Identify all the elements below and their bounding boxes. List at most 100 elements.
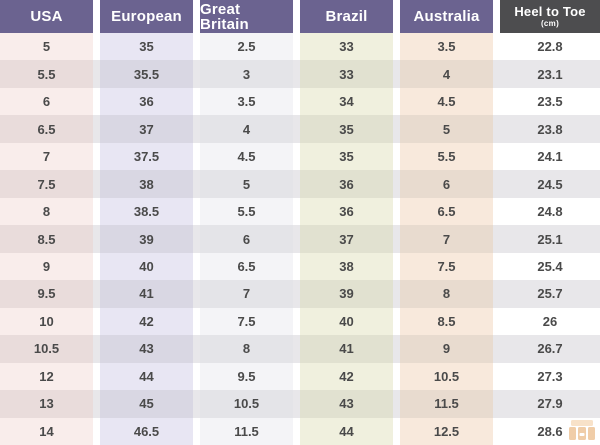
table-cell: 35.5 — [100, 60, 193, 88]
table-cell: 2.5 — [200, 33, 293, 61]
table-cell: 22.8 — [500, 33, 600, 61]
table-cell: 34 — [300, 87, 393, 116]
table-cell: 12.5 — [400, 417, 493, 445]
column-header-usa: USA — [0, 0, 93, 33]
table-row: 6 36 3.5 34 4.5 23.5 — [0, 87, 600, 116]
table-cell: 33 — [300, 60, 393, 88]
table-row: 7 37.5 4.5 35 5.5 24.1 — [0, 142, 600, 171]
table-cell: 10.5 — [0, 335, 93, 363]
table-cell: 10.5 — [200, 390, 293, 418]
table-cell: 40 — [100, 252, 193, 281]
column-header-label: Brazil — [325, 8, 368, 25]
table-row: 5 35 2.5 33 3.5 22.8 — [0, 33, 600, 61]
table-cell: 6.5 — [200, 252, 293, 281]
column-header-great-britain: Great Britain — [200, 0, 293, 33]
table-cell: 3.5 — [200, 87, 293, 116]
table-row: 5.5 35.5 3 33 4 23.1 — [0, 60, 600, 88]
table-cell: 36 — [300, 197, 393, 226]
table-cell: 33 — [300, 33, 393, 61]
column-header-australia: Australia — [400, 0, 493, 33]
table-cell: 27.9 — [500, 390, 600, 418]
table-cell: 4.5 — [400, 87, 493, 116]
column-header-label: European — [111, 8, 182, 25]
table-cell: 24.5 — [500, 170, 600, 198]
table-cell: 3.5 — [400, 33, 493, 61]
column-header-label: Great Britain — [200, 0, 249, 33]
table-row: 13 45 10.5 43 11.5 27.9 — [0, 390, 600, 418]
table-cell: 39 — [100, 225, 193, 253]
table-cell: 27.3 — [500, 362, 600, 391]
table-cell: 35 — [300, 115, 393, 143]
table-cell: 40 — [300, 307, 393, 336]
table-cell: 35 — [100, 33, 193, 61]
table-cell: 9 — [400, 335, 493, 363]
watermark-logo-icon — [569, 420, 595, 440]
table-cell: 11.5 — [200, 417, 293, 445]
table-cell: 10.5 — [400, 362, 493, 391]
table-cell: 25.4 — [500, 252, 600, 281]
table-cell: 6 — [0, 87, 93, 116]
table-cell: 41 — [100, 280, 193, 308]
table-cell: 9 — [0, 252, 93, 281]
table-row: 12 44 9.5 42 10.5 27.3 — [0, 362, 600, 391]
table-row: 9.5 41 7 39 8 25.7 — [0, 280, 600, 308]
table-cell: 36 — [300, 170, 393, 198]
table-cell: 5 — [200, 170, 293, 198]
table-cell: 4 — [400, 60, 493, 88]
table-cell: 4.5 — [200, 142, 293, 171]
table-cell: 5.5 — [400, 142, 493, 171]
table-cell: 5.5 — [200, 197, 293, 226]
column-header-unit-label: (cm) — [540, 19, 560, 28]
table-cell: 38 — [300, 252, 393, 281]
table-cell: 23.1 — [500, 60, 600, 88]
table-cell: 7 — [0, 142, 93, 171]
table-cell: 5.5 — [0, 60, 93, 88]
table-cell: 6 — [400, 170, 493, 198]
table-cell: 10 — [0, 307, 93, 336]
table-cell: 11.5 — [400, 390, 493, 418]
table-cell: 5 — [0, 33, 93, 61]
table-cell: 37 — [100, 115, 193, 143]
table-cell: 23.5 — [500, 87, 600, 116]
table-cell: 38.5 — [100, 197, 193, 226]
table-cell: 25.7 — [500, 280, 600, 308]
table-cell: 7.5 — [0, 170, 93, 198]
table-cell: 39 — [300, 280, 393, 308]
column-header-brazil: Brazil — [300, 0, 393, 33]
table-row: 9 40 6.5 38 7.5 25.4 — [0, 252, 600, 281]
table-cell: 7 — [200, 280, 293, 308]
table-header-row: USA European Great Britain Brazil Austra… — [0, 0, 600, 33]
table-cell: 45 — [100, 390, 193, 418]
table-row: 8.5 39 6 37 7 25.1 — [0, 225, 600, 253]
table-cell: 36 — [100, 87, 193, 116]
table-cell: 8.5 — [0, 225, 93, 253]
table-cell: 24.8 — [500, 197, 600, 226]
table-cell: 23.8 — [500, 115, 600, 143]
table-cell: 6 — [200, 225, 293, 253]
table-cell: 7.5 — [400, 252, 493, 281]
table-cell: 46.5 — [100, 417, 193, 445]
table-cell: 37.5 — [100, 142, 193, 171]
table-cell: 9.5 — [0, 280, 93, 308]
table-row: 6.5 37 4 35 5 23.8 — [0, 115, 600, 143]
table-cell: 3 — [200, 60, 293, 88]
table-cell: 44 — [100, 362, 193, 391]
table-body: 5 35 2.5 33 3.5 22.8 5.5 35.5 3 33 4 23.1 6 36 3.5 34 4.… — [0, 33, 600, 445]
table-cell: 7.5 — [200, 307, 293, 336]
table-cell: 5 — [400, 115, 493, 143]
table-cell: 6.5 — [400, 197, 493, 226]
table-cell: 24.1 — [500, 142, 600, 171]
column-header-label: USA — [30, 8, 63, 25]
table-cell: 25.1 — [500, 225, 600, 253]
table-cell: 35 — [300, 142, 393, 171]
table-cell: 4 — [200, 115, 293, 143]
column-header-label: Australia — [413, 8, 480, 25]
table-cell: 42 — [100, 307, 193, 336]
table-cell: 8 — [200, 335, 293, 363]
table-cell: 6.5 — [0, 115, 93, 143]
table-cell: 7 — [400, 225, 493, 253]
table-cell: 43 — [300, 390, 393, 418]
table-cell: 43 — [100, 335, 193, 363]
column-header-european: European — [100, 0, 193, 33]
